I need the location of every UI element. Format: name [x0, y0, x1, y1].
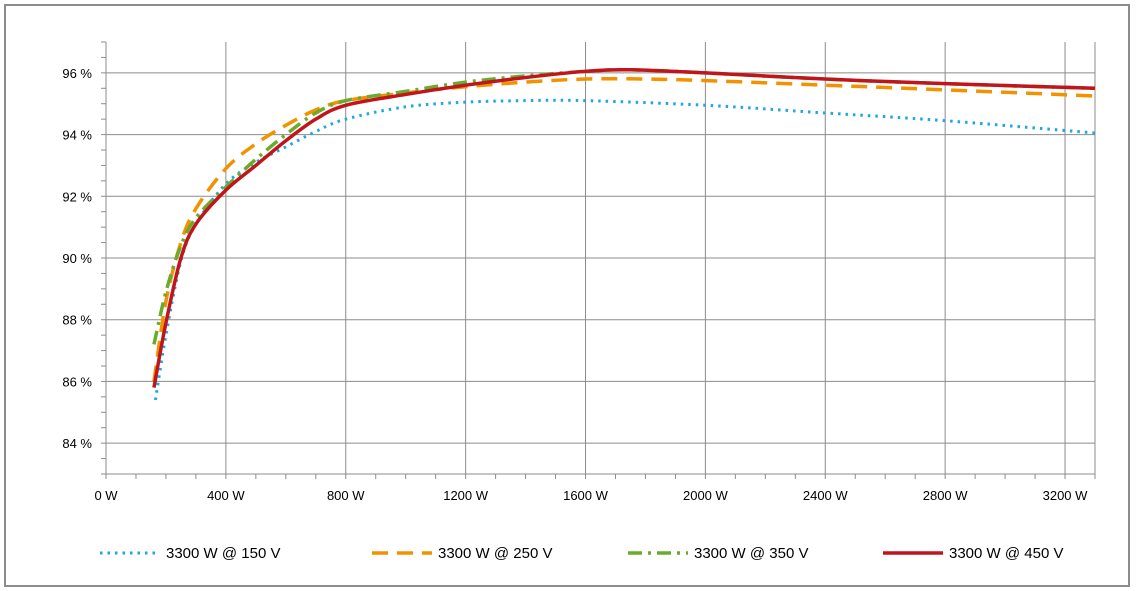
y-tick-label: 86 %	[62, 374, 92, 389]
legend-label-1: 3300 W @ 150 V	[166, 545, 280, 562]
x-tick-label: 400 W	[207, 488, 245, 503]
y-tick-label: 84 %	[62, 436, 92, 451]
legend-label-2: 3300 W @ 250 V	[438, 545, 552, 562]
x-tick-label: 2400 W	[803, 488, 849, 503]
legend-label-3: 3300 W @ 350 V	[694, 545, 808, 562]
axis-layer: 84 % 86 % 88 % 90 % 92 % 94 % 96 % 0 W 400 W 800 …	[62, 41, 1096, 503]
y-tick-label: 92 %	[62, 189, 92, 204]
x-tick-label: 0 W	[94, 488, 118, 503]
series-layer	[152, 67, 1096, 401]
grid-layer	[105, 42, 1096, 474]
legend: 3300 W @ 150 V 3300 W @ 250 V 3300 W @ 350…	[100, 545, 1063, 562]
series-line-2	[152, 76, 1096, 382]
x-tick-label: 1200 W	[443, 488, 489, 503]
series-line-1	[153, 98, 1096, 401]
y-tick-label: 94 %	[62, 128, 92, 143]
y-tick-label: 88 %	[62, 313, 92, 328]
x-tick-label: 3200 W	[1043, 488, 1089, 503]
x-tick-label: 1600 W	[563, 488, 609, 503]
y-tick-label: 90 %	[62, 251, 92, 266]
y-tick-label: 96 %	[62, 66, 92, 81]
x-tick-label: 2800 W	[923, 488, 969, 503]
series-line-3	[152, 67, 1096, 345]
legend-label-4: 3300 W @ 450 V	[949, 545, 1063, 562]
x-tick-label: 800 W	[327, 488, 365, 503]
x-tick-label: 2000 W	[683, 488, 729, 503]
series-line-4	[152, 67, 1096, 388]
chart-frame	[4, 4, 1130, 587]
